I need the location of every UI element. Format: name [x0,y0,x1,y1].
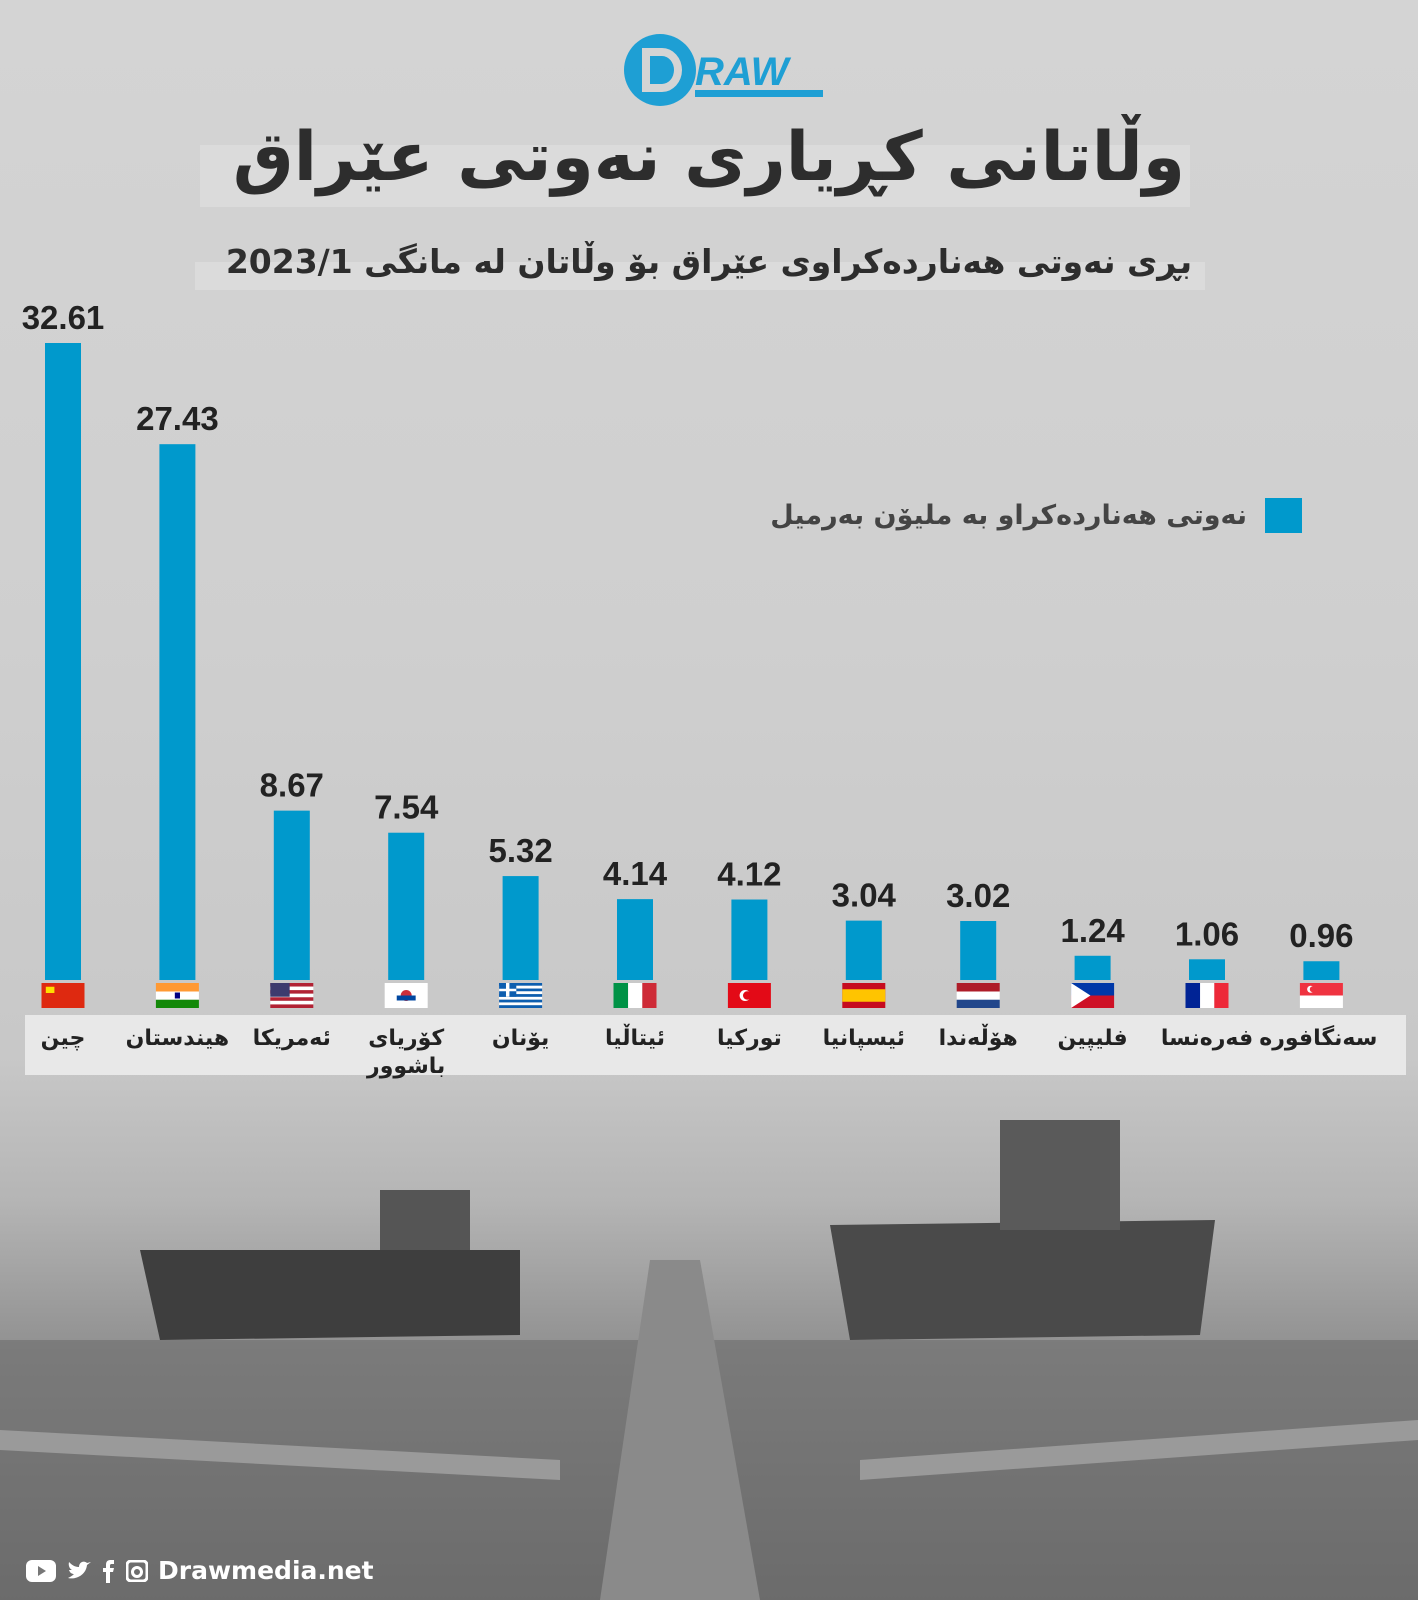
bar [273,810,310,980]
bar [1303,961,1340,980]
category-label: ئیسپانیا [822,1026,905,1051]
category-label: هۆڵەندا [938,1026,1018,1051]
value-label: 4.14 [603,855,668,892]
flag-philippines-icon [1071,983,1115,1008]
bar [159,444,196,980]
bar [45,343,81,980]
value-label: 3.02 [946,877,1010,914]
chart-subtitle: بڕی نەوتی هەناردەکراوی عێراق بۆ وڵاتان ل… [225,242,1193,281]
category-label: کۆریای باشوور [367,1026,446,1079]
bar [1074,955,1111,980]
bar [388,832,425,980]
footer: Drawmedia.net [26,1556,374,1585]
value-label: 32.61 [22,299,105,336]
twitter-icon[interactable] [66,1560,92,1582]
flag-usa-icon [270,983,314,1008]
value-label: 5.32 [488,832,552,869]
bar [502,876,539,980]
value-label: 8.67 [260,767,324,804]
chart-title: وڵاتانی کڕیاری نەوتی عێراق [232,118,1186,197]
category-label: سەنگافورە [1259,1026,1378,1051]
value-label: 1.24 [1060,912,1125,949]
category-label: فەرەنسا [1160,1026,1254,1051]
website-link[interactable]: Drawmedia.net [158,1556,374,1585]
bar-chart: 32.61 27.43 8.67 7.54 5.32 4.14 4.12 3.04 3.02 1.… [22,299,1354,1008]
flag-spain-icon [842,983,886,1008]
svg-text:RAW: RAW [695,50,792,94]
instagram-icon[interactable] [126,1559,148,1582]
category-label: تورکیا [717,1026,782,1051]
facebook-icon[interactable] [102,1559,116,1583]
category-label: ئەمریکا [252,1026,331,1051]
bar [845,920,882,980]
legend-label: نەوتی هەناردەکراو بە ملیۆن بەرمیل [770,500,1247,531]
value-label: 0.96 [1289,917,1353,954]
flag-netherlands-icon [956,983,1000,1008]
value-label: 3.04 [832,877,897,914]
subtitle-band [195,262,1205,290]
flag-france-icon [1185,983,1229,1008]
legend: نەوتی هەناردەکراو بە ملیۆن بەرمیل [770,498,1302,533]
value-label: 27.43 [136,400,219,437]
category-label: یۆنان [491,1026,550,1051]
category-label-band [25,1015,1406,1075]
category-label: ئیتاڵیا [605,1026,665,1051]
title-band [200,145,1190,207]
category-label: چین [40,1026,86,1051]
flag-china-icon [41,983,85,1008]
bar [1189,959,1225,980]
value-label: 7.54 [374,789,439,826]
bar [960,921,997,980]
flag-singapore-icon [1299,983,1343,1008]
youtube-icon[interactable] [26,1559,56,1582]
legend-swatch [1265,498,1302,533]
bar [617,899,653,980]
category-label: فلیپین [1057,1026,1128,1051]
value-label: 1.06 [1175,915,1239,952]
value-label: 4.12 [717,856,781,893]
bar [731,899,768,980]
category-label: هیندستان [125,1026,230,1051]
flag-south-korea-icon [384,983,428,1008]
draw-logo: RAW [624,34,823,106]
flag-italy-icon [613,983,657,1008]
oil-terminal-photo [0,1120,1418,1600]
flag-india-icon [155,983,199,1008]
flag-turkey-icon [727,983,771,1008]
flag-greece-icon [499,983,543,1008]
